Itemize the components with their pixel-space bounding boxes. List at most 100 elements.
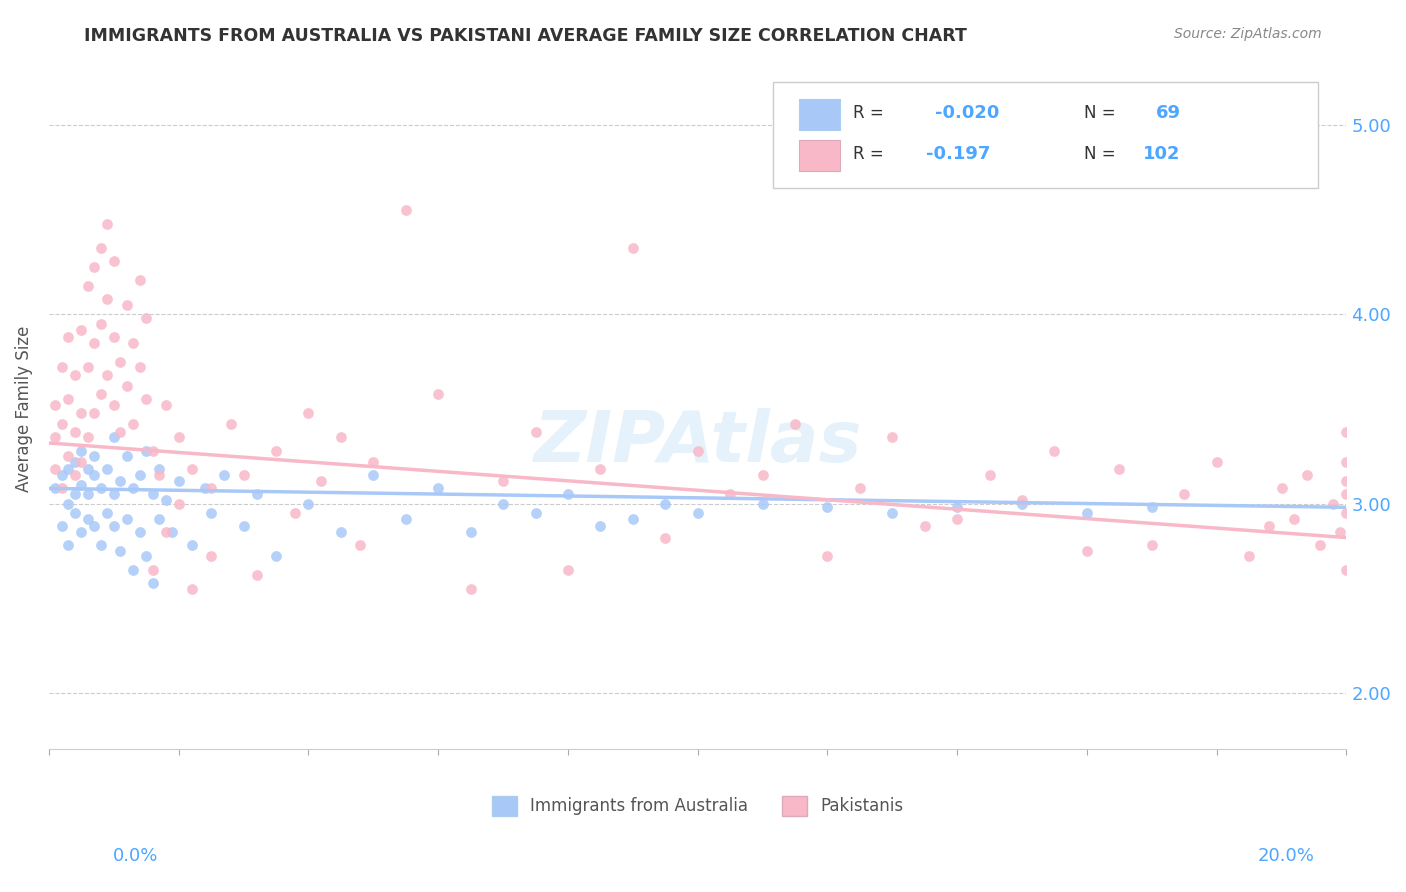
Point (70, 406, 93, 420)
Point (1336, 487, 1358, 501)
Point (654, 531, 676, 545)
Point (63, 368, 86, 382)
Point (167, 430, 190, 444)
Point (63, 468, 86, 483)
Point (1140, 500, 1163, 515)
Point (51, 417, 73, 431)
Point (1284, 511, 1306, 525)
Point (83, 335, 105, 350)
Point (77, 511, 100, 525)
Point (148, 468, 170, 483)
Point (1336, 506, 1358, 520)
Point (128, 273, 150, 287)
Text: ZIPAtlas: ZIPAtlas (533, 409, 862, 477)
Point (815, 500, 838, 515)
Text: 0.0%: 0.0% (112, 847, 157, 865)
Text: R =: R = (853, 145, 890, 162)
Point (96, 462, 118, 476)
Point (589, 519, 612, 533)
Point (90, 387, 112, 401)
Point (122, 482, 145, 496)
Point (110, 425, 132, 439)
Text: -0.197: -0.197 (927, 145, 990, 162)
Point (51, 519, 73, 533)
Point (63, 455, 86, 469)
Point (200, 482, 222, 496)
Point (51, 468, 73, 483)
Y-axis label: Average Family Size: Average Family Size (15, 326, 32, 492)
Point (90, 241, 112, 255)
Point (751, 468, 773, 483)
Point (122, 563, 145, 577)
Point (77, 462, 100, 476)
Point (128, 360, 150, 375)
Point (51, 482, 73, 496)
Point (1336, 563, 1358, 577)
Point (621, 511, 644, 525)
Point (363, 468, 385, 483)
Point (142, 487, 165, 501)
Point (1336, 474, 1358, 488)
Point (1296, 468, 1319, 483)
Point (297, 496, 319, 510)
Point (167, 474, 190, 488)
Point (70, 443, 93, 458)
Point (849, 482, 872, 496)
Point (882, 506, 904, 520)
Point (58, 449, 80, 463)
Point (142, 576, 165, 591)
Point (524, 425, 547, 439)
Point (264, 443, 287, 458)
Point (135, 549, 157, 564)
Point (63, 487, 86, 501)
Point (90, 538, 112, 552)
Point (96, 292, 118, 306)
Point (70, 524, 93, 539)
Point (194, 482, 217, 496)
Text: N =: N = (1084, 103, 1121, 122)
Point (96, 217, 118, 231)
Point (58, 392, 80, 407)
Point (90, 482, 112, 496)
Point (621, 241, 644, 255)
Point (167, 496, 190, 510)
Point (103, 254, 125, 268)
Point (589, 462, 612, 476)
Point (58, 496, 80, 510)
Point (882, 430, 904, 444)
Point (946, 500, 969, 515)
Point (815, 549, 838, 564)
Point (349, 538, 371, 552)
Point (264, 549, 287, 564)
Point (115, 298, 138, 312)
Text: IMMIGRANTS FROM AUSTRALIA VS PAKISTANI AVERAGE FAMILY SIZE CORRELATION CHART: IMMIGRANTS FROM AUSTRALIA VS PAKISTANI A… (84, 27, 967, 45)
Point (63, 506, 86, 520)
Point (115, 511, 138, 525)
Point (1108, 462, 1130, 476)
Point (180, 462, 202, 476)
Point (460, 524, 482, 539)
Bar (799, 140, 841, 170)
Point (44, 462, 66, 476)
Point (492, 496, 515, 510)
Bar (799, 99, 841, 130)
Point (329, 430, 352, 444)
Point (245, 487, 267, 501)
Point (1205, 455, 1227, 469)
Point (110, 354, 132, 368)
Point (103, 487, 125, 501)
Point (297, 406, 319, 420)
Point (395, 511, 418, 525)
Point (160, 524, 183, 539)
Point (1336, 455, 1358, 469)
Point (1329, 524, 1351, 539)
Point (115, 449, 138, 463)
Point (122, 417, 145, 431)
Point (142, 563, 165, 577)
Point (128, 468, 150, 483)
Point (329, 524, 352, 539)
Point (1173, 487, 1195, 501)
Point (83, 406, 105, 420)
Point (103, 330, 125, 344)
Point (77, 279, 100, 293)
